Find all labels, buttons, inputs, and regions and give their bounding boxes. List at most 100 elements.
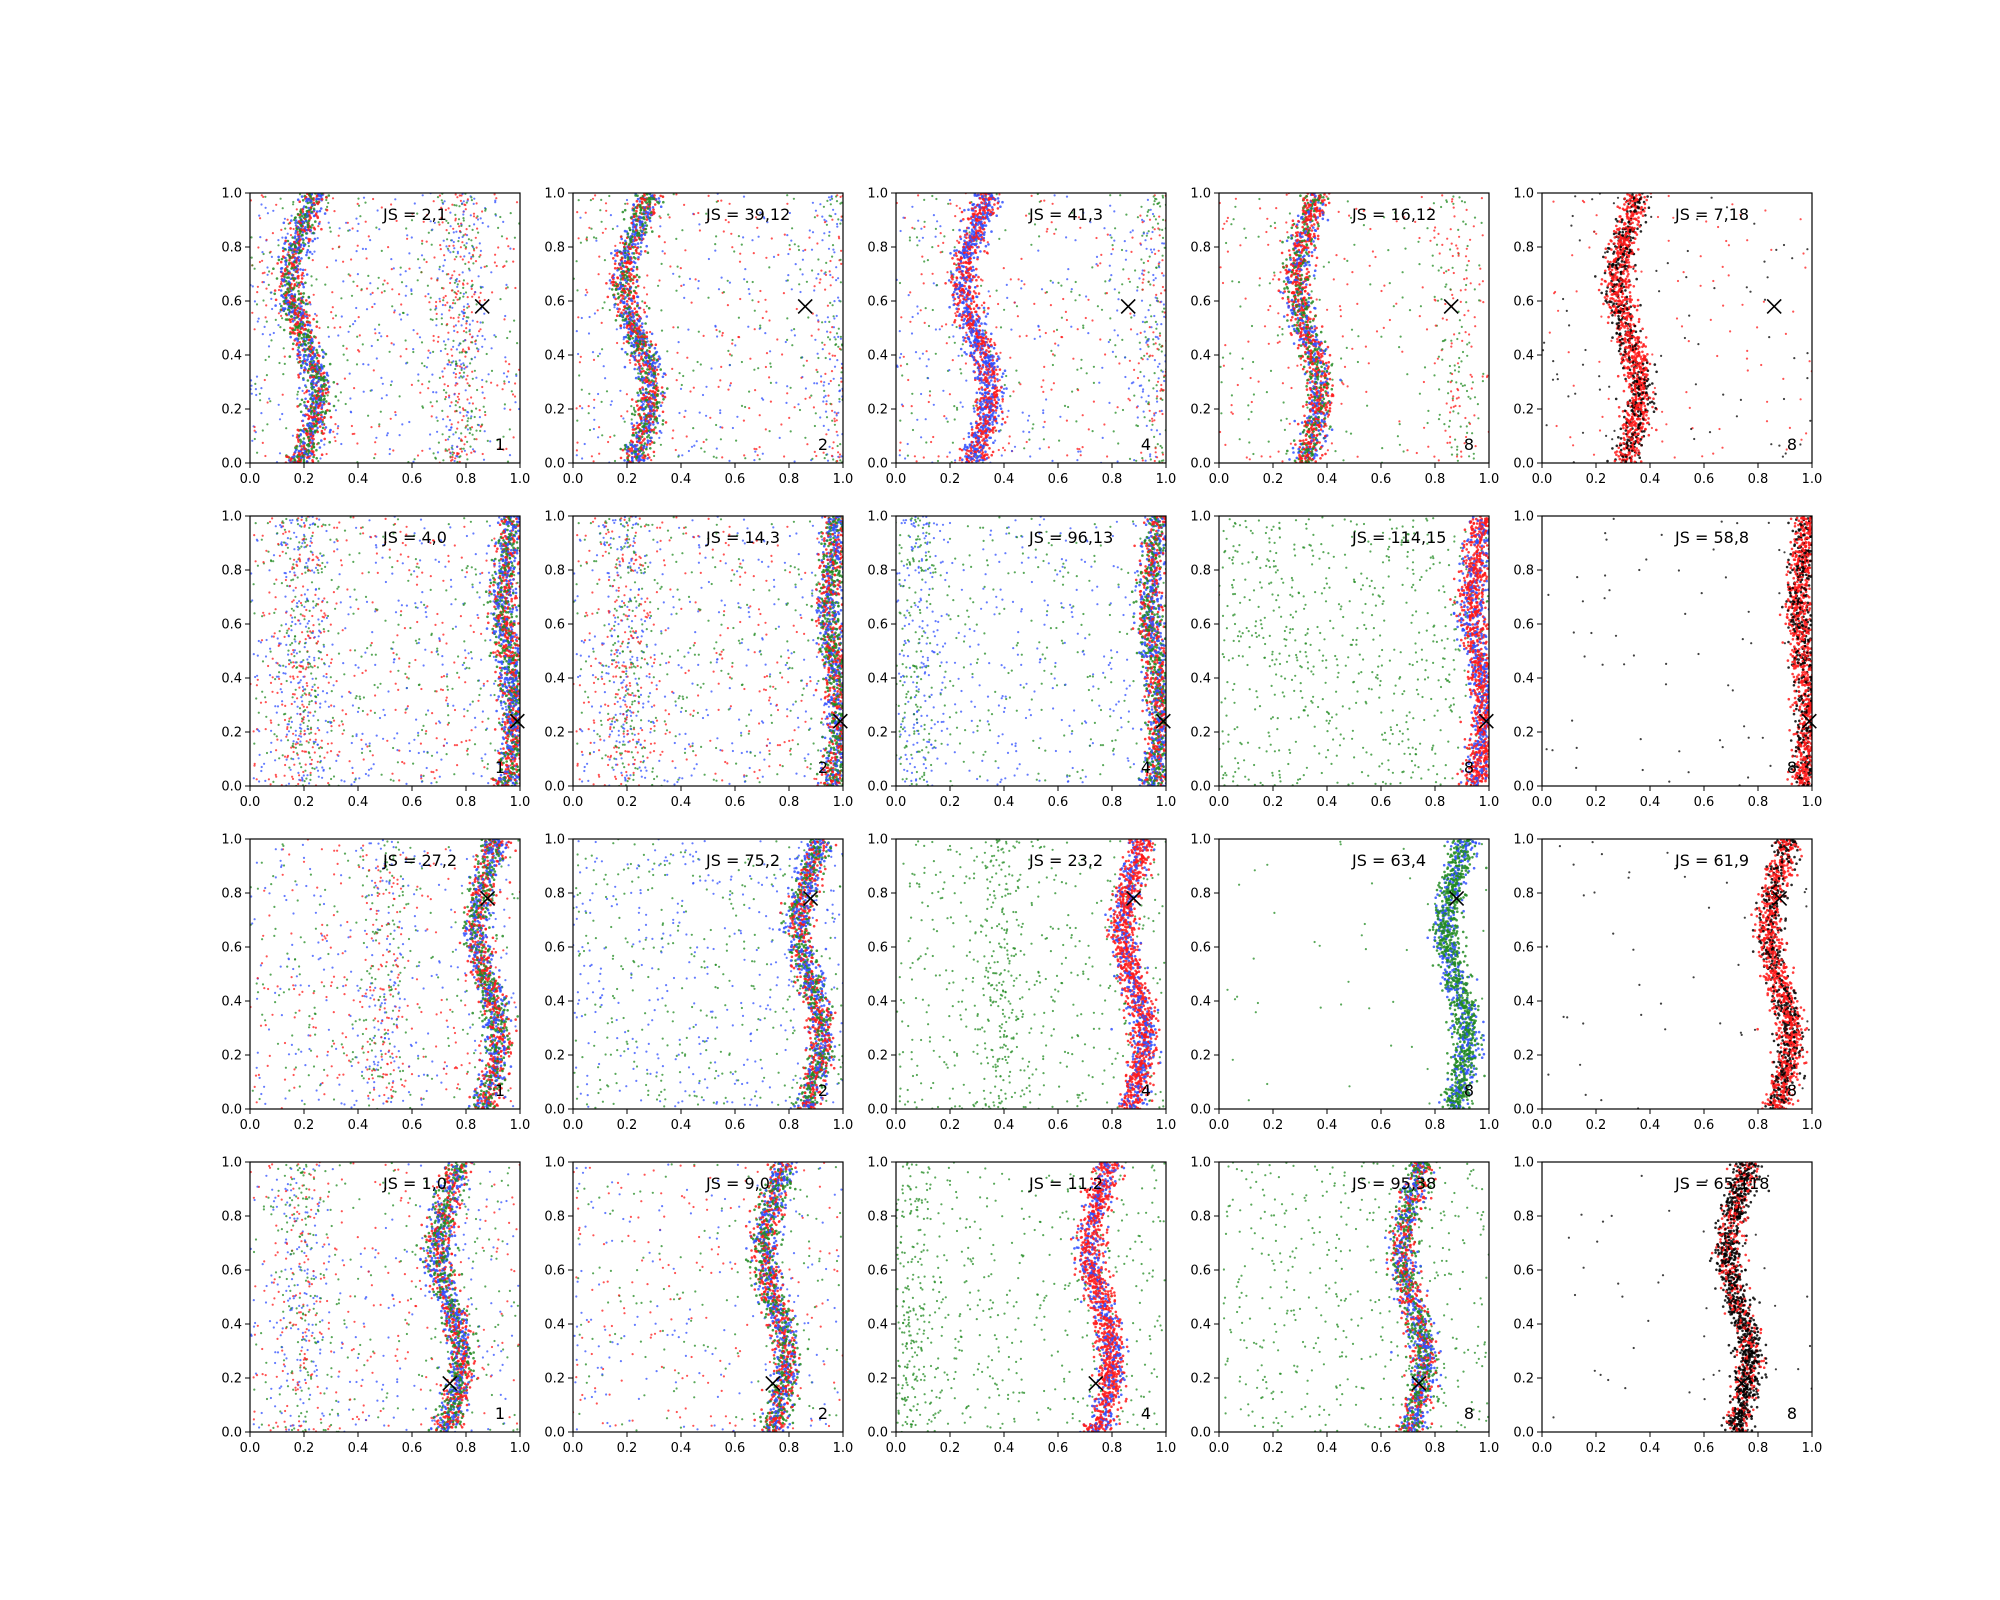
band-point <box>301 247 305 251</box>
scatter-point <box>832 208 835 211</box>
scatter-point <box>448 244 451 248</box>
scatter-point <box>277 403 280 406</box>
scatter-point <box>788 248 792 251</box>
scatter-point <box>675 237 678 240</box>
scatter-point <box>833 251 836 254</box>
band-point <box>296 198 300 201</box>
band-point <box>650 383 653 387</box>
scatter-point <box>924 418 927 421</box>
band-point <box>298 360 301 364</box>
scatter-point <box>339 391 342 394</box>
scatter-point <box>1099 262 1102 265</box>
scatter-point <box>509 212 512 215</box>
scatter-point <box>292 203 295 206</box>
band-point <box>626 249 630 252</box>
scatter-point <box>834 343 837 346</box>
band-point <box>640 335 644 338</box>
scatter-point <box>824 372 827 375</box>
scatter-point <box>430 243 433 246</box>
scatter-point <box>707 194 710 197</box>
band-point <box>605 282 608 285</box>
scatter-point <box>679 267 682 270</box>
band-point <box>650 343 653 346</box>
scatter-point <box>592 427 596 431</box>
scatter-point <box>433 256 436 259</box>
scatter-point <box>441 375 445 378</box>
scatter-point <box>370 344 373 348</box>
scatter-point <box>444 395 447 399</box>
scatter-point <box>448 396 451 399</box>
scatter-point <box>251 439 254 442</box>
band-point <box>307 206 311 210</box>
scatter-point <box>744 405 747 409</box>
band-point <box>640 408 644 411</box>
band-point <box>306 323 310 327</box>
scatter-point <box>754 216 758 219</box>
scatter-point <box>331 291 334 294</box>
scatter-point <box>588 315 591 319</box>
scatter-point <box>660 431 663 434</box>
band-point <box>632 222 635 226</box>
scatter-point <box>484 209 487 212</box>
scatter-point <box>495 197 498 200</box>
band-point <box>661 419 665 422</box>
scatter-point <box>263 325 266 328</box>
scatter-point <box>916 305 919 308</box>
scatter-point <box>266 423 269 426</box>
band-point <box>656 200 659 204</box>
scatter-point <box>1153 435 1156 438</box>
scatter-point <box>1162 218 1165 221</box>
scatter-point <box>731 246 734 249</box>
band-point <box>622 218 626 221</box>
scatter-point <box>260 412 263 415</box>
scatter-point <box>455 230 458 233</box>
band-point <box>656 421 660 425</box>
scatter-point <box>281 393 284 396</box>
band-point <box>296 328 300 332</box>
scatter-point <box>380 376 383 379</box>
scatter-point <box>467 346 470 349</box>
band-point <box>623 249 626 253</box>
scatter-point <box>797 245 800 248</box>
scatter-point <box>470 287 473 290</box>
scatter-point <box>814 338 817 341</box>
band-point <box>633 367 636 371</box>
band-point <box>315 382 318 385</box>
scatter-point <box>600 400 603 403</box>
band-point <box>303 350 307 353</box>
scatter-point <box>630 405 633 408</box>
band-point <box>635 265 639 269</box>
scatter-point <box>592 358 596 361</box>
band-point <box>623 459 626 462</box>
scatter-point <box>501 388 504 391</box>
band-point <box>638 457 641 461</box>
band-point <box>629 334 633 338</box>
scatter-point <box>821 341 824 344</box>
band-point <box>620 237 623 241</box>
band-point <box>623 256 627 259</box>
scatter-point <box>619 241 622 244</box>
band-point <box>308 321 312 324</box>
scatter-point <box>472 215 476 218</box>
scatter-point <box>680 383 683 387</box>
scatter-point <box>454 296 457 299</box>
scatter-point <box>461 235 464 239</box>
band-point <box>650 428 653 432</box>
band-point <box>293 455 296 458</box>
scatter-point <box>434 457 437 460</box>
scatter-point <box>717 385 720 388</box>
scatter-point <box>275 203 278 206</box>
scatter-point <box>490 369 494 372</box>
scatter-point <box>786 202 789 205</box>
band-point <box>288 287 292 291</box>
scatter-point <box>791 344 794 347</box>
band-point <box>304 384 307 387</box>
scatter-point <box>442 287 445 290</box>
band-point <box>639 226 642 229</box>
scatter-point <box>422 220 425 223</box>
scatter-point <box>466 374 469 377</box>
band-point <box>633 358 637 362</box>
scatter-point <box>504 356 507 359</box>
band-point <box>633 307 637 311</box>
